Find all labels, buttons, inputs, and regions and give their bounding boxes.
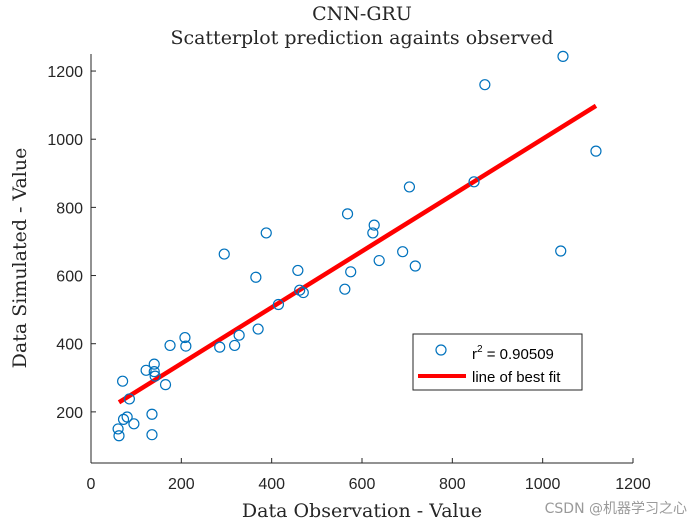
scatter-point [218,248,230,260]
scatter-point [590,145,602,157]
scatter-point [479,79,491,91]
scatter-point [121,411,133,423]
scatter-point [403,181,416,193]
scatter-point [140,364,152,376]
y-tick-label: 600 [56,269,83,286]
scatter-point [117,375,129,387]
x-tick-label: 1000 [525,476,561,493]
legend: r2 = 0.90509 line of best fit [412,333,583,391]
scatter-point [272,298,285,311]
x-ticks: 0 200 400 600 800 1000 1200 [87,458,651,493]
y-tick-label: 1000 [47,132,83,149]
scatter-point [214,341,226,353]
x-tick-label: 200 [168,476,195,493]
scatter-point [339,283,351,295]
y-ticks: 200 400 600 800 1000 1200 [47,64,96,422]
scatter-point [179,331,191,344]
legend-label-points-main: r [472,346,477,363]
plot-area [90,54,633,464]
chart-subtitle: Scatterplot prediction againts observed [170,27,553,49]
x-tick-label: 0 [87,476,96,493]
fit-line-layer [117,103,598,405]
x-axis-label: Data Observation - Value [242,500,482,522]
chart-title: CNN-GRU [312,3,412,25]
y-tick-label: 200 [56,405,83,422]
best-fit-line [117,103,598,405]
scatter-point [117,413,130,425]
legend-box [412,333,583,391]
scatter-point [233,329,245,341]
scatter-point [112,423,124,435]
scatter-point [252,323,264,335]
x-tick-label: 1200 [615,476,651,493]
scatter-point [409,260,421,272]
scatter-points [112,50,602,442]
y-axis-label: Data Simulated - Value [9,148,31,369]
scatter-point [297,286,309,299]
scatter-point [260,227,272,239]
legend-label-points-rest: = 0.90509 [483,346,554,363]
y-tick-label: 400 [56,337,83,354]
x-tick-label: 400 [258,476,285,493]
scatter-point [123,393,135,405]
scatter-point [148,358,160,370]
scatter-point [148,366,160,378]
scatter-point [113,430,125,442]
scatter-point [468,176,480,188]
legend-label-fit-line: line of best fit [472,369,561,386]
y-tick-label: 800 [56,200,83,217]
scatter-point [292,264,304,277]
scatter-point [557,50,569,62]
scatter-point [229,339,241,352]
scatter-point [149,370,161,382]
legend-label-points-sup: 2 [477,344,483,355]
watermark-text: CSDN @机器学习之心 [545,501,687,517]
scatter-point [397,246,409,258]
scatter-point [159,379,172,391]
scatter-point [368,219,380,231]
scatter-point [128,418,140,430]
scatter-point [555,245,567,257]
scatter-point [367,227,379,239]
scatter-point [146,408,158,420]
scatter-point [250,271,262,283]
scatter-point [341,208,354,220]
scatter-point [146,429,158,441]
scatter-point [373,254,385,267]
x-tick-label: 800 [439,476,466,493]
scatter-point [164,339,176,352]
y-tick-label: 1200 [47,64,83,81]
x-tick-label: 600 [349,476,376,493]
scatter-point [345,266,357,278]
legend-label-points: r2 = 0.90509 [472,344,554,363]
scatter-point [180,340,192,352]
legend-marker-points [435,344,447,356]
